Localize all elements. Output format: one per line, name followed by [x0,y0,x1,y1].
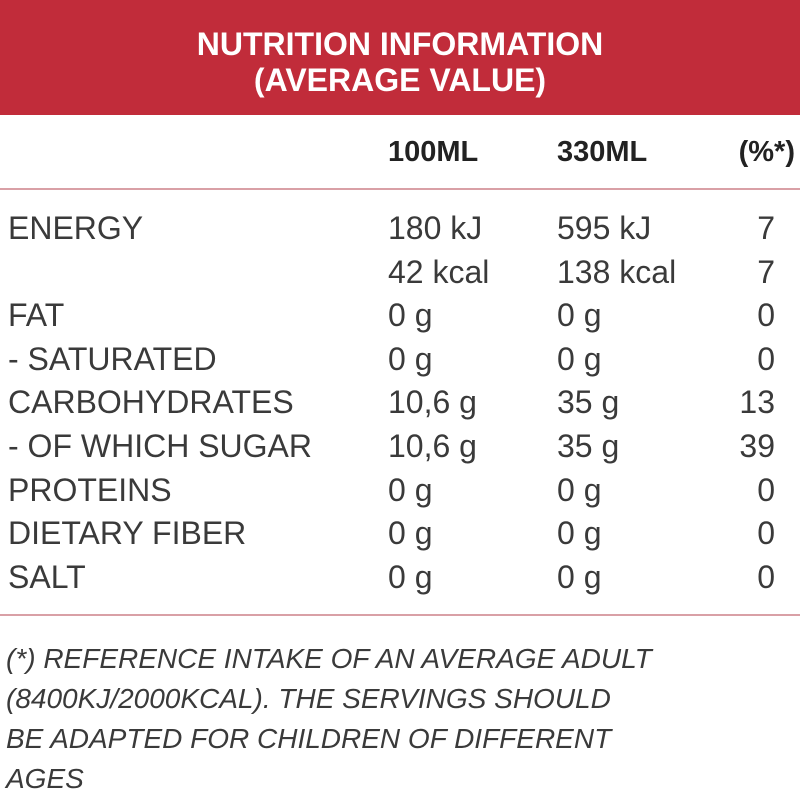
cell-value: 0 g [388,515,433,552]
cell-value: 0 g [557,515,602,552]
row-label: SALT [8,558,86,595]
header-title: (AVERAGE VALUE) [253,62,547,98]
column-header: 100ML [388,136,479,168]
row-label: DIETARY FIBER [8,515,247,552]
row-label: CARBOHYDRATES [8,384,294,421]
cell-value: 595 kJ [557,210,652,246]
cell-value: 0 g [557,297,602,334]
cell-value: 138 kcal [557,253,677,290]
row-label: - OF WHICH SUGAR [8,428,312,464]
header-band [0,0,800,115]
cell-value: 0 g [388,297,433,334]
cell-value: 0 [757,471,775,508]
row-label: FAT [8,297,65,334]
cell-value: 10,6 g [388,428,477,464]
cell-value: 7 [757,210,775,246]
cell-value: 180 kJ [388,210,483,246]
cell-value: 7 [757,253,775,290]
cell-value: 0 [757,515,775,552]
cell-value: 0 [757,297,775,334]
row-label: - SATURATED [8,340,217,377]
column-header: (%*) [738,136,795,168]
header-title: NUTRITION INFORMATION [196,26,604,62]
cell-value: 0 g [557,471,602,508]
cell-value: 42 kcal [388,253,490,290]
row-label: ENERGY [8,210,144,246]
footnote-line: (8400KJ/2000KCAL). THE SERVINGS SHOULD [6,683,611,714]
cell-value: 0 g [557,340,602,377]
footnote-line: (*) REFERENCE INTAKE OF AN AVERAGE ADULT [6,643,652,674]
cell-value: 39 [739,428,775,464]
row-label: PROTEINS [8,471,172,508]
cell-value: 0 g [388,340,433,377]
cell-value: 13 [739,384,775,421]
cell-value: 35 g [557,384,620,421]
cell-value: 10,6 g [388,384,477,421]
cell-value: 0 g [557,558,602,595]
divider [0,614,800,616]
divider [0,188,800,190]
cell-value: 0 [757,340,775,377]
footnote-line: BE ADAPTED FOR CHILDREN OF DIFFERENT [6,723,612,754]
footnote-line: AGES [6,763,84,794]
cell-value: 0 g [388,558,433,595]
cell-value: 0 [757,558,775,595]
cell-value: 0 g [388,471,433,508]
column-header: 330ML [557,136,648,168]
cell-value: 35 g [557,428,620,464]
